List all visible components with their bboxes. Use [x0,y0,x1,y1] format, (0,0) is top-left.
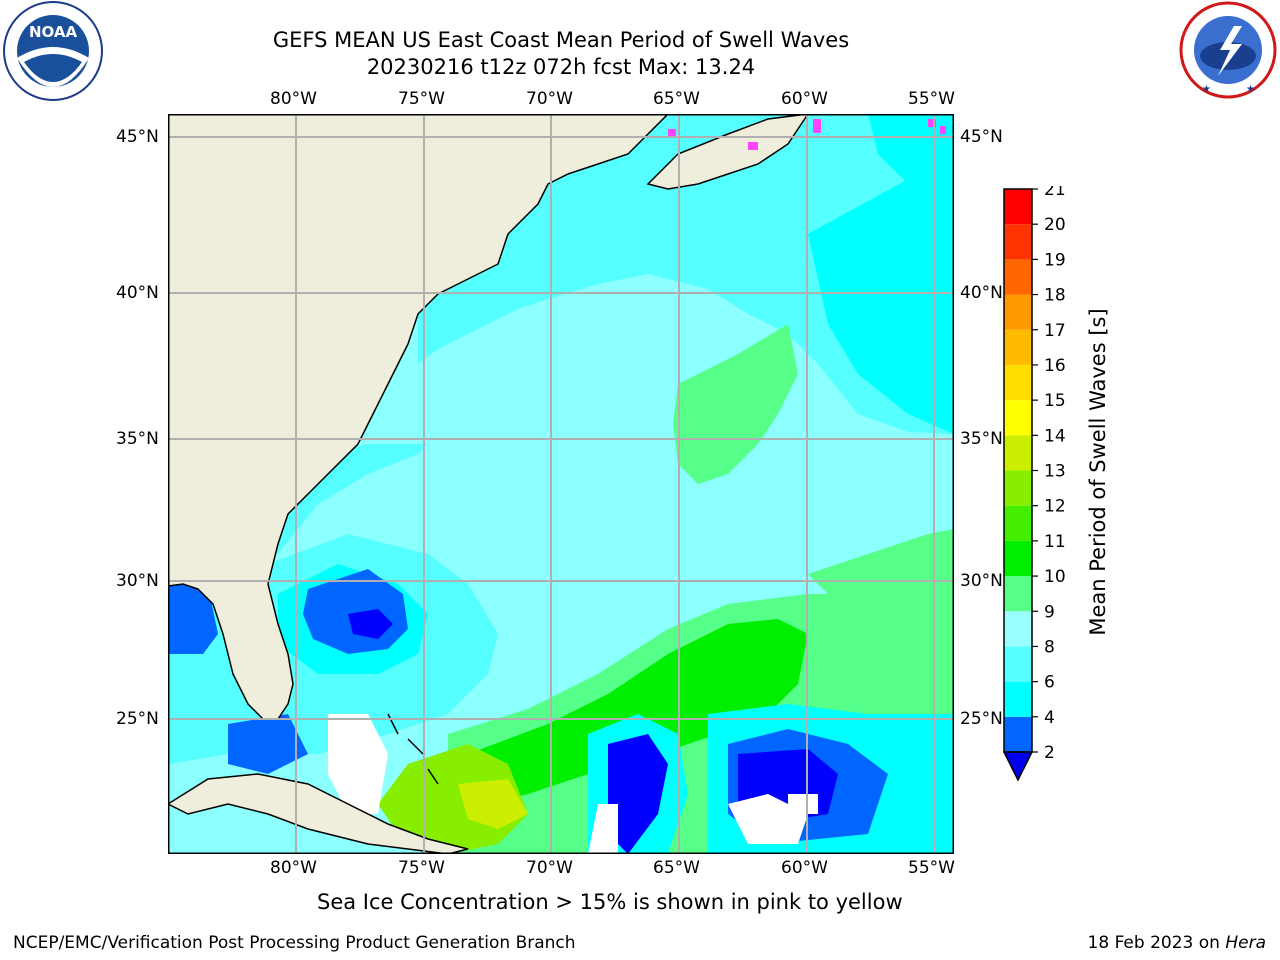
svg-text:★: ★ [1246,84,1255,95]
no-data-area [788,794,818,814]
lon-label-top: 55°W [908,89,955,109]
land-nova-scotia [646,114,809,190]
lat-label-left: 40°N [116,283,159,303]
colorbar-bin [1004,681,1032,717]
lon-label-top: 80°W [270,89,317,109]
land-north-america [168,114,670,720]
swell-zone-10-11-south [468,619,808,804]
lat-label-right: 30°N [960,571,1003,591]
lat-label-left: 25°N [116,709,159,729]
colorbar-tick-label: 6 [1044,673,1055,693]
chart-title: GEFS MEAN US East Coast Mean Period of S… [272,28,850,52]
lon-label-top: 60°W [781,89,828,109]
lon-label-bottom: 65°W [653,858,700,878]
colorbar-tick-label: 11 [1044,532,1066,552]
lon-label-top: 70°W [526,89,573,109]
colorbar-tick-label: 10 [1044,567,1066,587]
sea-ice-note: Sea Ice Concentration > 15% is shown in … [317,890,903,914]
colorbar-tick-label: 14 [1044,426,1066,446]
colorbar-tick-label: 13 [1044,462,1066,482]
sea-ice-marker [940,126,946,134]
colorbar: 2 4 6 8 9 10 11 12 13 14 15 16 17 18 19 20 21 [996,180,1116,786]
lon-label-bottom: 70°W [526,858,573,878]
sea-ice-marker [748,142,758,150]
lat-label-left: 30°N [116,571,159,591]
lon-label-top: 75°W [398,89,445,109]
colorbar-bin [1004,576,1032,612]
colorbar-tick-label: 4 [1044,708,1055,728]
colorbar-bin [1004,611,1032,647]
noaa-logo: NOAA [2,0,104,102]
no-data-area [588,804,618,854]
colorbar-bin [1004,224,1032,260]
colorbar-tick-label: 12 [1044,497,1066,517]
colorbar-bin [1004,329,1032,365]
credit-text: NCEP/EMC/Verification Post Processing Pr… [13,933,576,953]
swell-zone-2-4-keys [228,714,308,774]
colorbar-tick-label: 2 [1044,743,1055,763]
swell-zone-4-6-patch [868,114,954,194]
land-cuba [168,773,469,854]
swell-zone-2-4-gulf [168,584,218,654]
colorbar-extend [1002,751,1034,782]
graticule [168,114,954,854]
credit-system: Hera [1225,933,1266,953]
lat-label-right: 40°N [960,283,1003,303]
colorbar-bin [1004,189,1032,225]
colorbar-tick-label: 19 [1044,250,1066,270]
lon-label-bottom: 55°W [908,858,955,878]
colorbar-bin [1004,259,1032,295]
no-data-area [328,714,388,814]
svg-text:★: ★ [1202,84,1211,95]
swell-zone-8-9-east [808,529,954,604]
colorbar-tick-label: 16 [1044,356,1066,376]
sea-ice-marker [668,129,676,137]
swell-period-map [168,114,954,854]
colorbar-bin [1004,364,1032,401]
sea-ice-marker [813,119,821,133]
lat-label-left: 35°N [116,429,159,449]
nws-logo: ★ ★ [1176,0,1280,100]
swell-zone-lt2-offshore [348,609,393,639]
colorbar-tick-label: 20 [1044,215,1066,235]
lat-label-right: 35°N [960,429,1003,449]
lon-label-bottom: 60°W [781,858,828,878]
colorbar-bin [1004,646,1032,682]
swell-zone-8-9-central [673,324,798,484]
colorbar-bin [1004,470,1032,506]
colorbar-label: Mean Period of Swell Waves [s] [1086,308,1110,636]
colorbar-tick-label: 9 [1044,602,1055,622]
lon-label-bottom: 80°W [270,858,317,878]
colorbar-tick-label: 17 [1044,321,1066,341]
credit-date: 18 Feb 2023 on Hera [1088,933,1266,953]
noaa-logo-text: NOAA [29,23,78,41]
colorbar-bin [1004,540,1032,577]
lon-label-top: 65°W [653,89,700,109]
colorbar-tick-label: 18 [1044,286,1066,306]
land-bahamas [387,713,439,785]
lat-label-left: 45°N [116,127,159,147]
colorbar-bin [1004,716,1032,752]
lat-label-right: 25°N [960,709,1003,729]
chart-subtitle: 20230216 t12z 072h fcst Max: 13.24 [366,55,756,79]
lat-label-right: 45°N [960,127,1003,147]
colorbar-bin [1004,294,1032,330]
colorbar-bin [1004,505,1032,541]
colorbar-bin [1004,435,1032,471]
credit-date-text: 18 Feb 2023 on [1087,933,1226,953]
colorbar-tick-label: 8 [1044,637,1055,657]
colorbar-tick-label: 21 [1044,186,1066,200]
swell-zone-lt2-fingers [608,734,668,854]
swell-zone-12-13-caribbean [458,779,528,829]
lon-label-bottom: 75°W [398,858,445,878]
colorbar-bin [1004,400,1032,436]
sea-ice-marker [928,119,936,127]
colorbar-tick-label: 15 [1044,391,1066,411]
